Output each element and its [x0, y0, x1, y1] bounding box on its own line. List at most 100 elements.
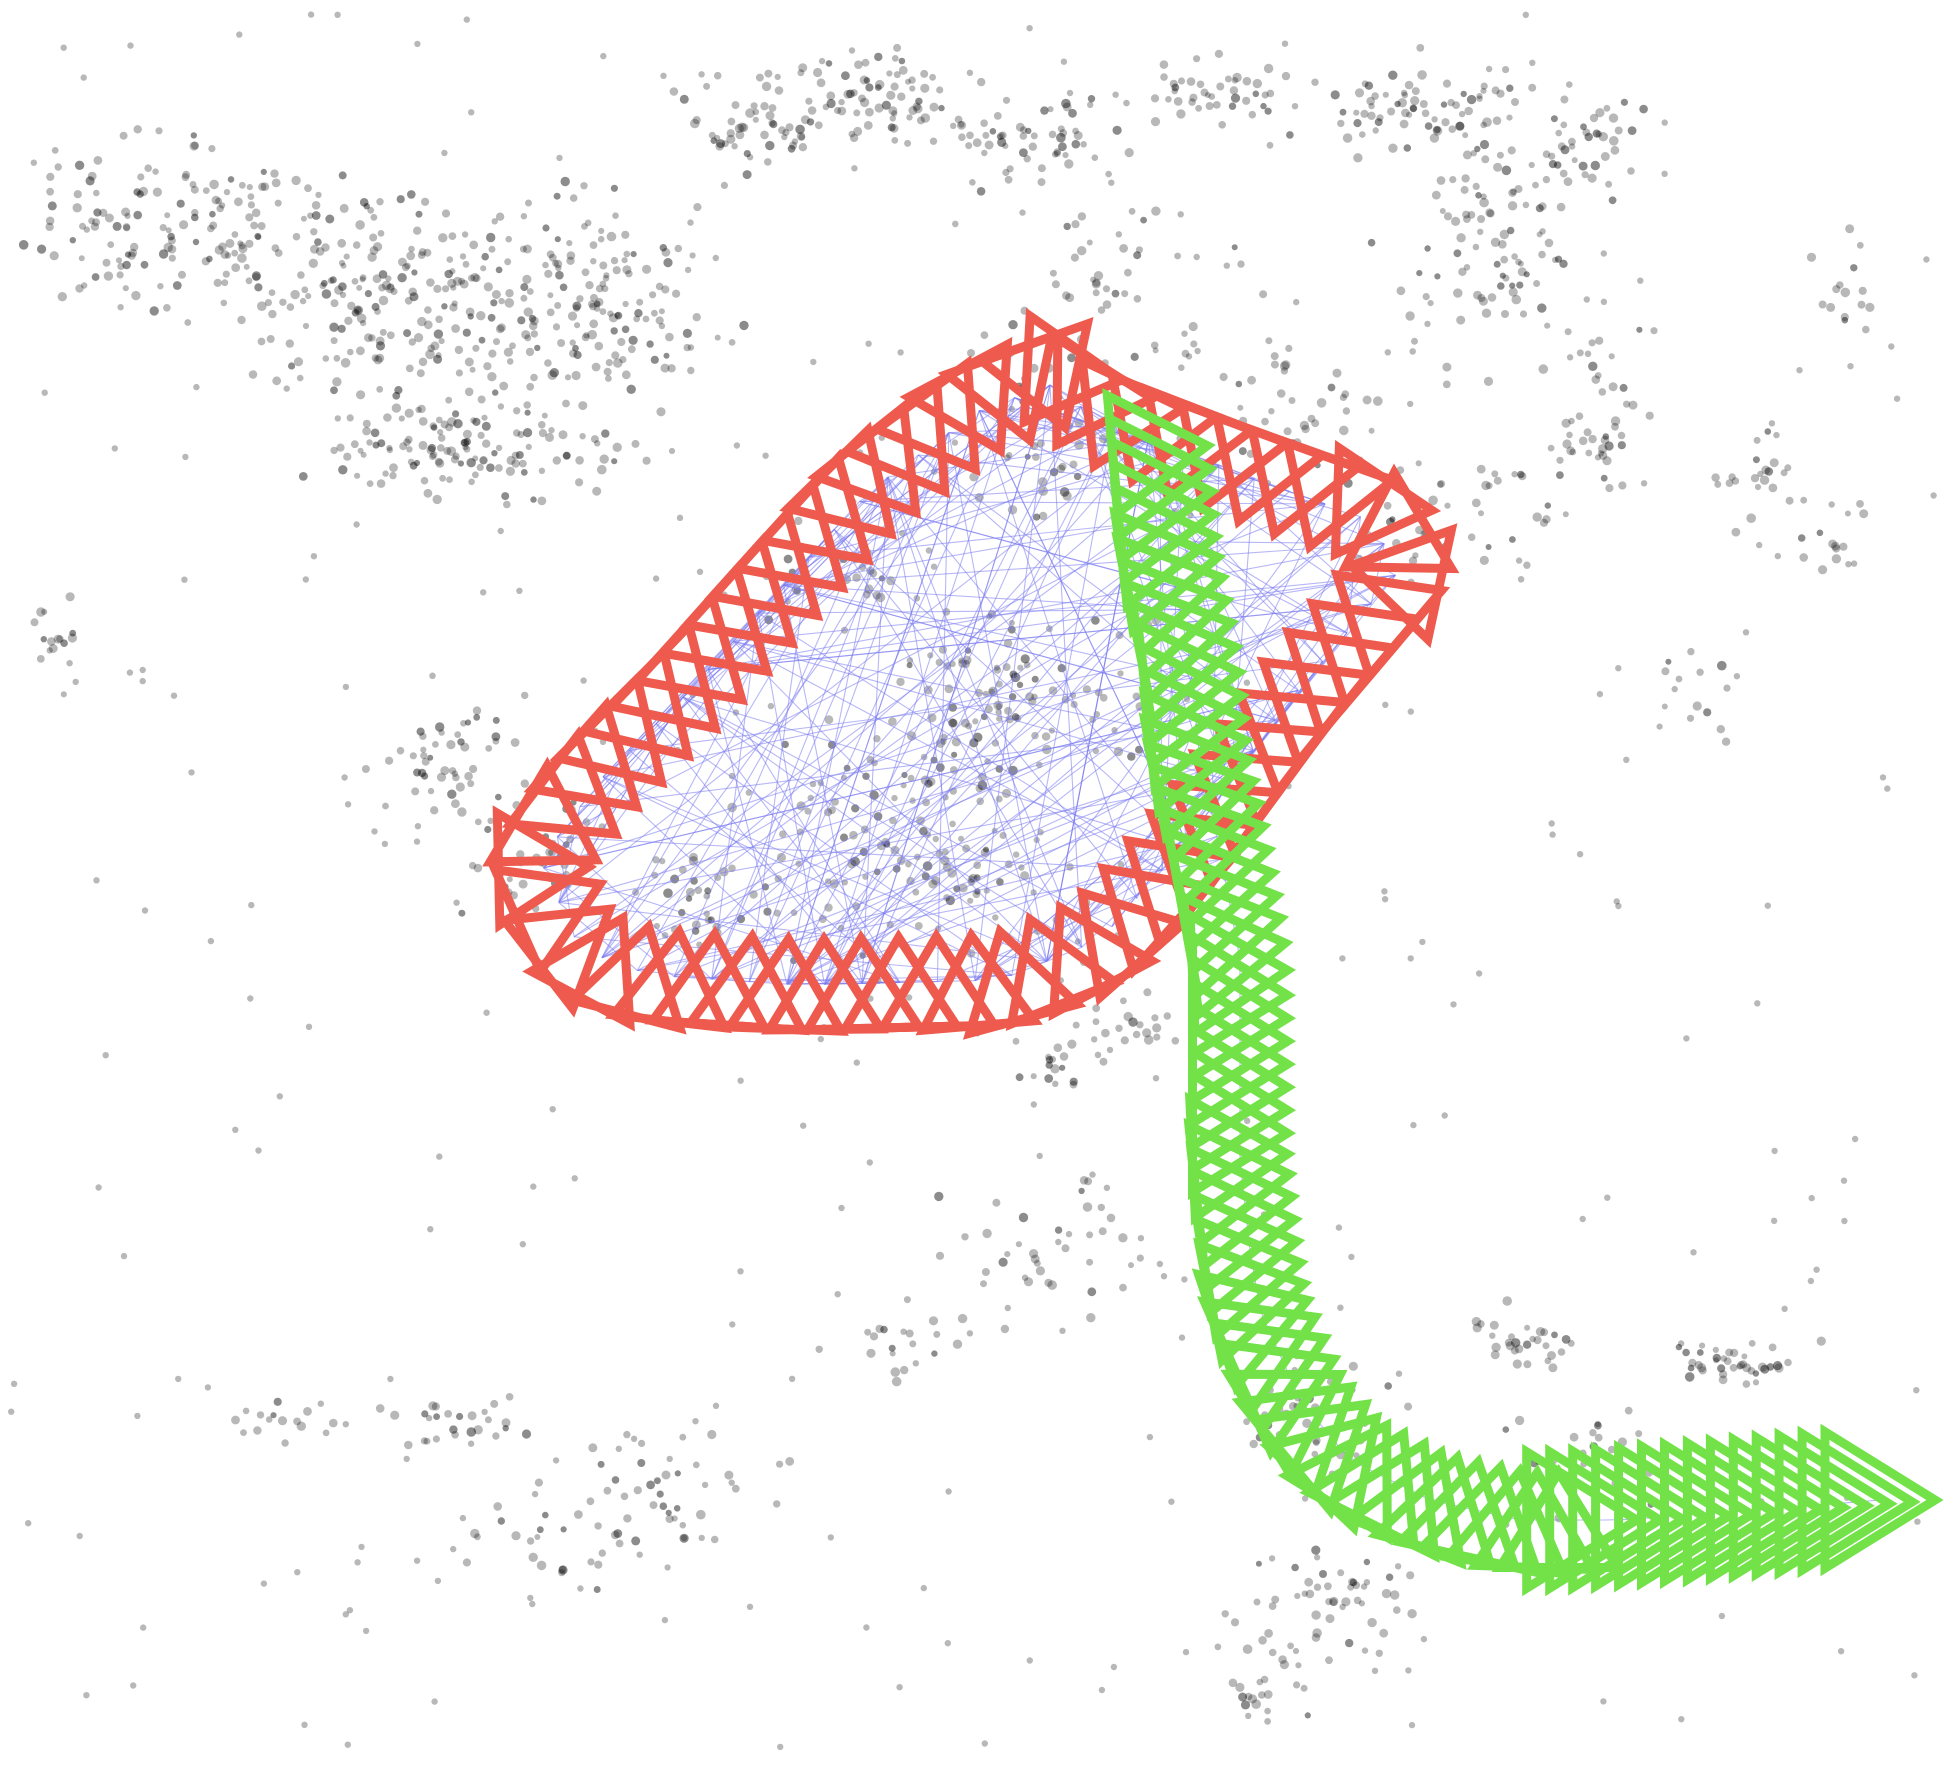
map-point	[48, 644, 58, 653]
map-point	[1661, 703, 1668, 710]
map-point	[268, 309, 277, 319]
map-point	[1339, 108, 1347, 116]
map-point	[523, 428, 533, 438]
map-point	[337, 324, 346, 333]
covisibility-edge	[711, 432, 950, 980]
map-point	[1497, 282, 1505, 290]
map-point	[1132, 692, 1141, 701]
map-point	[1363, 1579, 1371, 1586]
map-point	[1754, 1000, 1761, 1007]
map-point	[242, 1407, 250, 1415]
map-point	[491, 218, 498, 225]
map-point	[981, 1740, 988, 1747]
map-point	[1463, 215, 1471, 224]
map-point	[1182, 1648, 1190, 1656]
map-point	[1312, 1439, 1320, 1446]
map-point	[329, 276, 337, 284]
map-point	[469, 764, 478, 774]
map-point	[534, 1534, 541, 1540]
covisibility-edge	[655, 476, 889, 725]
map-point	[1058, 462, 1067, 471]
map-point	[238, 181, 246, 189]
map-point	[594, 440, 601, 447]
map-point	[581, 268, 590, 277]
map-point	[1360, 1583, 1368, 1590]
map-point	[1736, 1363, 1743, 1370]
map-point	[343, 452, 352, 461]
map-point	[1276, 389, 1286, 398]
map-point	[1781, 1305, 1788, 1313]
map-point	[1452, 101, 1460, 109]
map-point	[1578, 161, 1588, 171]
map-point	[1235, 380, 1243, 388]
map-point	[1556, 456, 1564, 464]
red-camera-frustum	[487, 864, 608, 981]
map-point	[450, 284, 457, 291]
map-point	[586, 1497, 595, 1506]
map-point	[213, 278, 222, 287]
map-point	[420, 476, 429, 485]
map-point	[371, 354, 379, 362]
map-point	[1523, 561, 1531, 569]
map-point	[1177, 211, 1184, 218]
map-point	[1713, 1357, 1720, 1364]
map-point	[315, 191, 322, 199]
map-point	[646, 340, 654, 348]
map-point	[887, 123, 896, 132]
map-point	[387, 283, 395, 291]
map-point	[727, 117, 736, 126]
covisibility-edge	[673, 438, 1149, 977]
map-point	[472, 471, 479, 479]
map-point	[1568, 417, 1575, 425]
map-point	[472, 344, 480, 352]
map-point	[517, 431, 525, 438]
map-point	[781, 133, 788, 141]
map-point	[1070, 253, 1079, 262]
map-point	[126, 669, 134, 676]
map-point	[409, 752, 417, 760]
map-point	[1857, 300, 1866, 309]
covisibility-edge	[601, 472, 1163, 959]
map-point	[375, 341, 386, 351]
map-point	[1407, 1609, 1417, 1619]
map-point	[553, 192, 561, 200]
map-point	[1348, 1577, 1357, 1586]
map-point	[996, 715, 1003, 722]
map-point	[1481, 308, 1492, 318]
map-point	[1581, 171, 1589, 179]
map-point	[201, 257, 210, 266]
map-point	[796, 132, 806, 141]
map-point	[1068, 108, 1077, 118]
map-point	[102, 258, 111, 267]
map-point	[417, 768, 427, 778]
map-point	[321, 243, 330, 252]
map-point	[1008, 320, 1018, 330]
map-point	[1045, 1053, 1052, 1061]
map-point	[1476, 464, 1486, 474]
map-point	[896, 677, 905, 687]
covisibility-edge	[733, 574, 1396, 642]
map-point	[849, 133, 859, 143]
map-point	[1619, 383, 1628, 392]
map-point	[1052, 1080, 1059, 1088]
map-point	[385, 756, 394, 765]
map-point	[589, 302, 597, 311]
map-point	[1741, 1353, 1748, 1360]
map-point	[460, 742, 470, 752]
map-point	[997, 132, 1005, 140]
map-point	[1259, 290, 1268, 299]
map-point	[430, 341, 440, 351]
map-point	[383, 413, 392, 422]
map-point	[1442, 362, 1452, 372]
map-point	[337, 238, 347, 248]
map-point	[1627, 126, 1637, 135]
map-point	[346, 414, 354, 422]
map-point	[1311, 1633, 1321, 1642]
map-point	[1544, 502, 1552, 509]
map-point	[472, 417, 481, 426]
map-point	[1401, 91, 1409, 99]
map-point	[1610, 145, 1620, 155]
map-point	[1381, 896, 1389, 903]
map-point	[1047, 106, 1054, 113]
map-point	[464, 357, 474, 367]
